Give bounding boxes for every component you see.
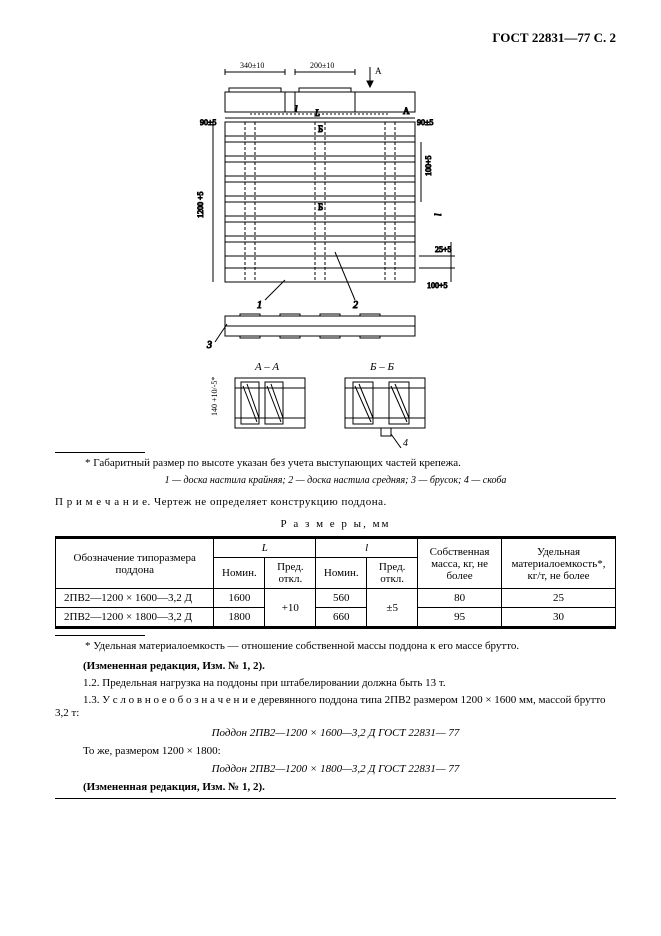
svg-text:25+5: 25+5 xyxy=(435,245,452,254)
footnote-height: * Габаритный размер по высоте указан без… xyxy=(85,457,616,469)
callout-4: 4 xyxy=(403,438,408,448)
section-aa-label: A – A xyxy=(254,361,279,373)
svg-text:A: A xyxy=(403,106,410,116)
svg-text:90±5: 90±5 xyxy=(417,118,433,127)
svg-text:2: 2 xyxy=(353,300,358,311)
para-1-2: 1.2. Предельная нагрузка на поддоны при … xyxy=(55,677,616,691)
th-l: l xyxy=(316,539,418,558)
svg-text:l: l xyxy=(433,213,443,216)
table-row: 2ПВ2—1200 × 1800—3,2 Д 1800 660 95 30 xyxy=(56,608,616,627)
svg-text:3: 3 xyxy=(206,340,212,351)
th-l-pred: Пред. откл. xyxy=(367,558,418,589)
table-row: 2ПВ2—1200 × 1600—3,2 Д 1600 +10 560 ±5 8… xyxy=(56,589,616,608)
th-l-nomin: Номин. xyxy=(316,558,367,589)
para-changed-1: (Измененная редакция, Изм. № 1, 2). xyxy=(55,660,616,674)
th-designation: Обозначение типоразмера поддона xyxy=(56,539,214,589)
figure-legend: 1 — доска настила крайняя; 2 — доска нас… xyxy=(55,475,616,486)
designation-1: Поддон 2ПВ2—1200 × 1600—3,2 Д ГОСТ 22831… xyxy=(55,727,616,739)
svg-text:100+5: 100+5 xyxy=(424,155,433,176)
dim-top-left: 340±10 xyxy=(240,61,264,70)
th-ud: Удельная материалоемкость*, кг/т, не бол… xyxy=(502,539,616,589)
designation-2: Поддон 2ПВ2—1200 × 1800—3,2 Д ГОСТ 22831… xyxy=(55,763,616,775)
section-labels: A – A Б – Б 140 +10/-5* xyxy=(205,358,616,448)
svg-text:1200 +5: 1200 +5 xyxy=(196,191,205,218)
svg-text:L: L xyxy=(314,108,320,118)
svg-text:90±5: 90±5 xyxy=(200,118,216,127)
th-L-nomin: Номин. xyxy=(214,558,265,589)
dim-top-right: 200±10 xyxy=(310,61,334,70)
svg-text:100+5: 100+5 xyxy=(427,281,448,290)
svg-text:Б: Б xyxy=(318,202,323,212)
svg-text:Б: Б xyxy=(318,124,323,134)
label-A-top: A xyxy=(375,66,382,76)
svg-text:1: 1 xyxy=(257,300,262,311)
section-bb-label: Б – Б xyxy=(369,361,394,373)
para-1-3: 1.3. У с л о в н о е о б о з н а ч е н и… xyxy=(55,694,616,722)
sizes-table: Обозначение типоразмера поддона L l Собс… xyxy=(55,536,616,629)
table-title: Р а з м е р ы, мм xyxy=(55,518,616,530)
dim-height: 140 +10/-5* xyxy=(210,377,219,416)
th-mass: Собственная масса, кг, не более xyxy=(418,539,502,589)
th-L-pred: Пред. откл. xyxy=(265,558,316,589)
technical-drawing: 340±10 200±10 A xyxy=(195,52,616,352)
drawing-note: П р и м е ч а н и е. Чертеж не определяе… xyxy=(55,496,616,508)
footnote-ud: * Удельная материалоемкость — отношение … xyxy=(85,640,616,652)
same-size: То же, размером 1200 × 1800: xyxy=(55,745,616,757)
th-L: L xyxy=(214,539,316,558)
para-changed-2: (Измененная редакция, Изм. № 1, 2). xyxy=(55,781,616,795)
page-header: ГОСТ 22831—77 С. 2 xyxy=(55,30,616,46)
